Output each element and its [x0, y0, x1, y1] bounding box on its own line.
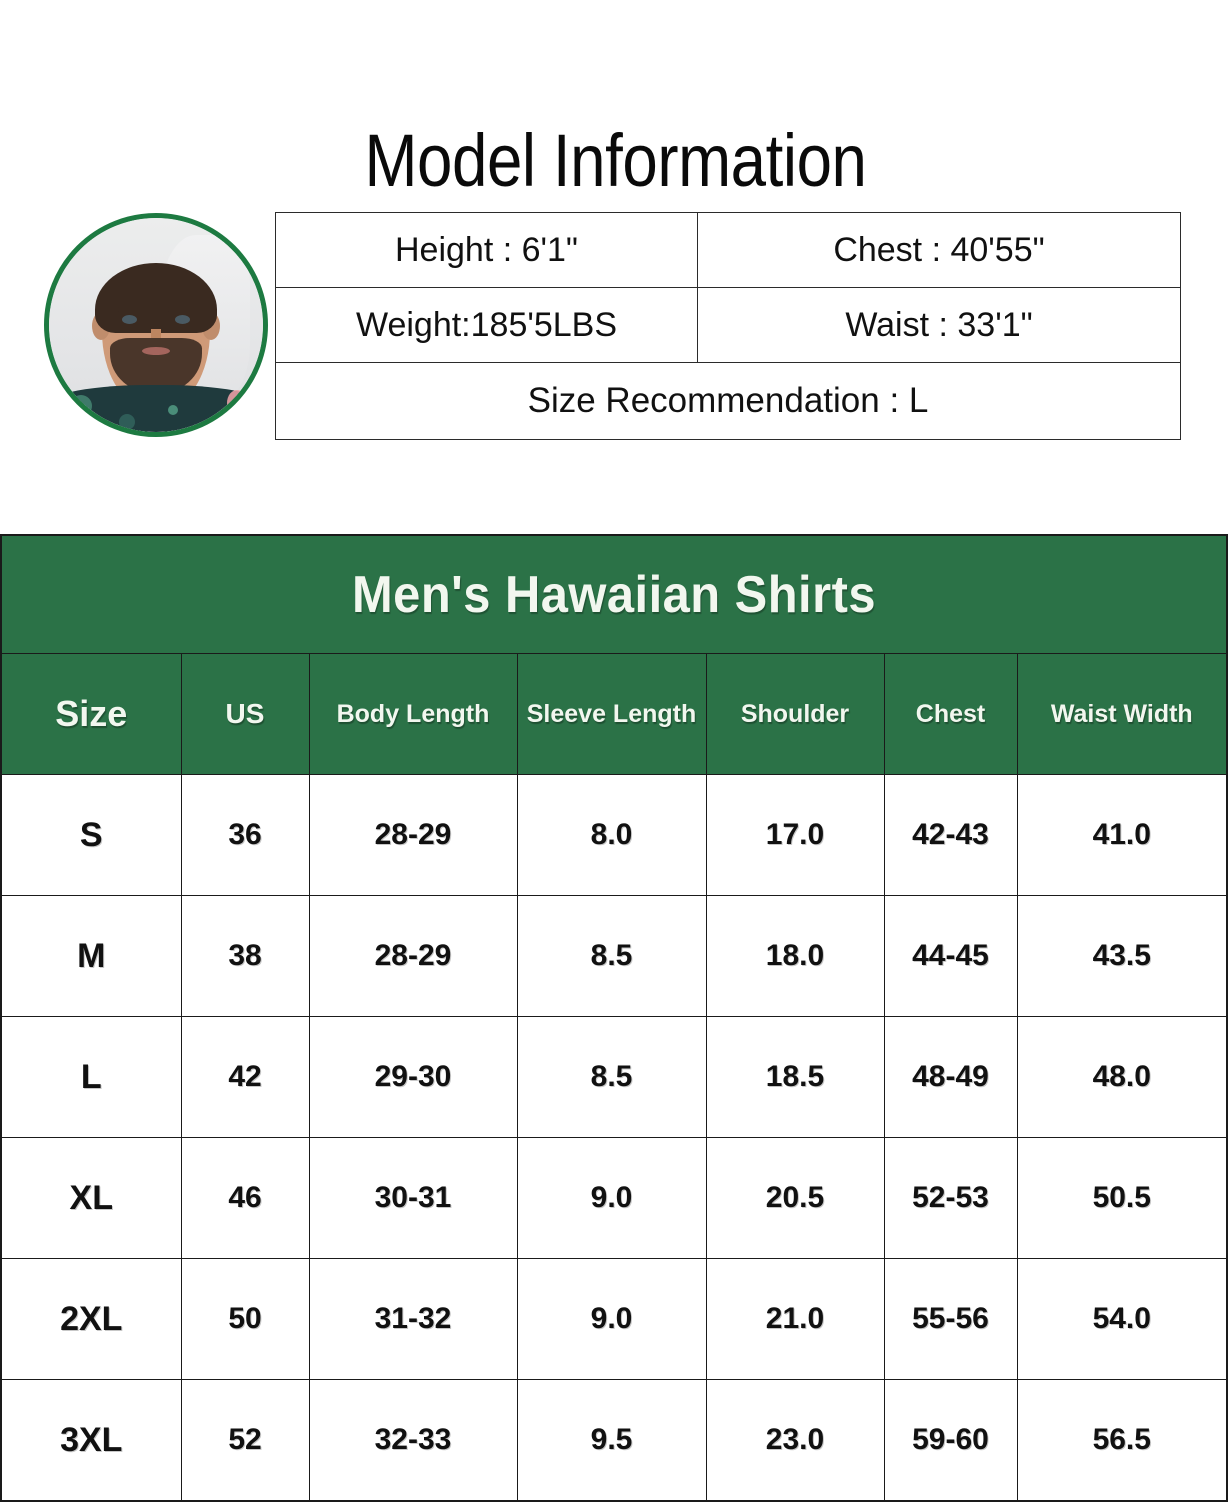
column-header-waist-width: Waist Width: [1016, 653, 1228, 775]
portrait-hawaiian-shirt: [49, 384, 263, 432]
cell-waist-width: 48.0: [1016, 1016, 1228, 1138]
cell-chest: 42-43: [883, 774, 1018, 896]
model-height-cell: Height : 6'1": [275, 212, 698, 288]
cell-shoulder: 20.5: [705, 1137, 885, 1259]
cell-size: 2XL: [0, 1258, 182, 1380]
cell-size: 3XL: [0, 1379, 182, 1502]
cell-waist-width: 56.5: [1016, 1379, 1228, 1502]
cell-sleeve-length: 8.5: [516, 895, 707, 1017]
cell-us: 50: [180, 1258, 310, 1380]
size-chart-title: Men's Hawaiian Shirts: [351, 565, 877, 624]
cell-body-length: 28-29: [308, 895, 518, 1017]
cell-sleeve-length: 8.0: [516, 774, 707, 896]
size-chart-table: Men's Hawaiian Shirts Size US Body Lengt…: [0, 534, 1229, 1502]
cell-sleeve-length: 9.0: [516, 1137, 707, 1259]
cell-sleeve-length: 8.5: [516, 1016, 707, 1138]
cell-waist-width: 41.0: [1016, 774, 1228, 896]
cell-waist-width: 50.5: [1016, 1137, 1228, 1259]
column-header-us: US: [180, 653, 310, 775]
cell-shoulder: 18.0: [705, 895, 885, 1017]
cell-us: 42: [180, 1016, 310, 1138]
table-row: S 36 28-29 8.0 17.0 42-43 41.0: [0, 774, 1228, 896]
column-header-shoulder: Shoulder: [705, 653, 885, 775]
model-information-section: Model Information Height : 6'1" Chest : …: [0, 0, 1231, 510]
size-chart-section: Men's Hawaiian Shirts Size US Body Lengt…: [0, 534, 1231, 1502]
column-header-sleeve-length: Sleeve Length: [516, 653, 707, 775]
cell-waist-width: 54.0: [1016, 1258, 1228, 1380]
table-row: Weight:185'5LBS Waist : 33'1": [275, 287, 1181, 363]
column-header-size: Size: [0, 653, 182, 775]
column-header-chest: Chest: [883, 653, 1018, 775]
model-waist-cell: Waist : 33'1": [697, 287, 1181, 363]
size-chart-title-cell: Men's Hawaiian Shirts: [0, 534, 1228, 654]
cell-size: XL: [0, 1137, 182, 1259]
table-row: M 38 28-29 8.5 18.0 44-45 43.5: [0, 895, 1228, 1017]
size-chart-title-row: Men's Hawaiian Shirts: [0, 534, 1228, 654]
cell-us: 46: [180, 1137, 310, 1259]
cell-chest: 55-56: [883, 1258, 1018, 1380]
cell-size: L: [0, 1016, 182, 1138]
model-weight-cell: Weight:185'5LBS: [275, 287, 698, 363]
size-chart-header-row: Size US Body Length Sleeve Length Should…: [0, 653, 1228, 775]
avatar: [44, 213, 268, 437]
portrait-hair: [95, 262, 217, 333]
cell-us: 36: [180, 774, 310, 896]
cell-size: M: [0, 895, 182, 1017]
cell-us: 38: [180, 895, 310, 1017]
table-row: 3XL 52 32-33 9.5 23.0 59-60 56.5: [0, 1379, 1228, 1502]
column-header-body-length: Body Length: [308, 653, 518, 775]
cell-us: 52: [180, 1379, 310, 1502]
cell-chest: 52-53: [883, 1137, 1018, 1259]
model-portrait-image: [49, 218, 263, 432]
cell-size: S: [0, 774, 182, 896]
table-row: XL 46 30-31 9.0 20.5 52-53 50.5: [0, 1137, 1228, 1259]
cell-chest: 48-49: [883, 1016, 1018, 1138]
model-info-table: Height : 6'1" Chest : 40'55" Weight:185'…: [275, 212, 1181, 440]
cell-shoulder: 21.0: [705, 1258, 885, 1380]
cell-chest: 59-60: [883, 1379, 1018, 1502]
cell-body-length: 28-29: [308, 774, 518, 896]
table-row: 2XL 50 31-32 9.0 21.0 55-56 54.0: [0, 1258, 1228, 1380]
cell-chest: 44-45: [883, 895, 1018, 1017]
cell-body-length: 30-31: [308, 1137, 518, 1259]
table-row: L 42 29-30 8.5 18.5 48-49 48.0: [0, 1016, 1228, 1138]
cell-body-length: 31-32: [308, 1258, 518, 1380]
table-row: Height : 6'1" Chest : 40'55": [275, 212, 1181, 288]
portrait-eye-left: [122, 315, 137, 325]
table-row: Size Recommendation : L: [275, 362, 1181, 440]
cell-sleeve-length: 9.0: [516, 1258, 707, 1380]
cell-shoulder: 23.0: [705, 1379, 885, 1502]
cell-waist-width: 43.5: [1016, 895, 1228, 1017]
cell-shoulder: 17.0: [705, 774, 885, 896]
cell-shoulder: 18.5: [705, 1016, 885, 1138]
cell-body-length: 32-33: [308, 1379, 518, 1502]
model-chest-cell: Chest : 40'55": [697, 212, 1181, 288]
portrait-mouth: [142, 347, 170, 356]
size-recommendation-cell: Size Recommendation : L: [275, 362, 1181, 440]
portrait-eyebrow-left: [118, 305, 144, 313]
cell-sleeve-length: 9.5: [516, 1379, 707, 1502]
cell-body-length: 29-30: [308, 1016, 518, 1138]
portrait-eyebrow-right: [168, 305, 194, 313]
page-title: Model Information: [364, 119, 867, 202]
size-chart-body: S 36 28-29 8.0 17.0 42-43 41.0 M 38 28-29 8.5 18.0 4…: [0, 774, 1228, 1502]
portrait-eye-right: [175, 315, 190, 325]
